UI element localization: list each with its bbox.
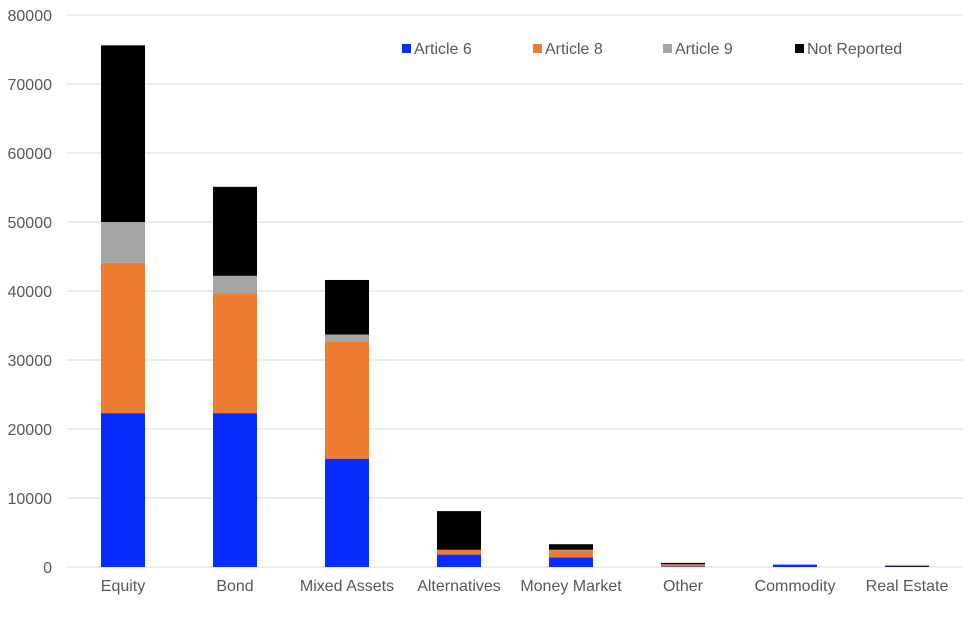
bars	[101, 45, 929, 567]
legend-swatch	[663, 44, 672, 53]
x-category-label: Real Estate	[866, 578, 949, 595]
bar-segment-article-8	[549, 550, 593, 558]
bar-segment-not-reported	[549, 544, 593, 550]
bar-segment-article-6	[213, 413, 257, 567]
bar-segment-article-8	[661, 564, 705, 567]
legend-label: Article 6	[414, 41, 472, 58]
legend-label: Article 8	[545, 41, 603, 58]
y-tick-label: 0	[43, 560, 52, 577]
bar-segment-not-reported	[213, 186, 257, 276]
bar-segment-article-8	[213, 293, 257, 414]
bar-segment-not-reported	[885, 565, 929, 567]
y-tick-label: 10000	[8, 491, 53, 508]
y-tick-label: 60000	[8, 146, 53, 163]
bar-segment-article-6	[773, 564, 817, 567]
bar-segment-article-8	[437, 549, 481, 555]
bar-segment-article-8	[325, 341, 369, 459]
legend: Article 6 Article 8 Article 9 Not Reported	[402, 41, 902, 58]
y-tick-label: 30000	[8, 353, 53, 370]
bar-segment-article-6	[437, 554, 481, 567]
bar-segment-article-6	[101, 413, 145, 567]
bar-segment-not-reported	[101, 45, 145, 222]
x-axis-categories: Equity Bond Mixed Assets Alternatives Money …	[101, 578, 949, 595]
x-category-label: Alternatives	[417, 578, 501, 595]
x-category-label: Money Market	[520, 578, 622, 595]
bar-segment-article-6	[549, 557, 593, 567]
bar-segment-not-reported	[437, 511, 481, 550]
bar-segment-article-9	[325, 334, 369, 342]
legend-swatch	[533, 44, 542, 53]
y-tick-label: 20000	[8, 422, 53, 439]
bar-segment-article-9	[101, 222, 145, 263]
bar-segment-article-8	[101, 262, 145, 414]
bar-segment-not-reported	[661, 562, 705, 565]
bar-segment-article-6	[661, 566, 705, 567]
legend-label: Not Reported	[807, 41, 902, 58]
y-tick-label: 70000	[8, 77, 53, 94]
legend-label: Article 9	[675, 41, 733, 58]
y-tick-label: 80000	[8, 8, 53, 25]
gridlines	[67, 14, 963, 568]
y-tick-label: 50000	[8, 215, 53, 232]
x-category-label: Mixed Assets	[300, 578, 394, 595]
x-category-label: Other	[663, 578, 704, 595]
bar-segment-not-reported	[325, 279, 369, 335]
legend-swatch	[795, 44, 804, 53]
x-category-label: Commodity	[755, 578, 836, 595]
bar-segment-article-9	[213, 275, 257, 294]
legend-swatch	[402, 44, 411, 53]
x-category-label: Bond	[216, 578, 253, 595]
x-category-label: Equity	[101, 578, 145, 595]
y-axis-ticks: 0 10000 20000 30000 40000 50000 60000 70000 8000…	[8, 8, 53, 577]
bar-segment-article-9	[549, 549, 593, 551]
y-tick-label: 40000	[8, 284, 53, 301]
bar-segment-article-6	[325, 458, 369, 567]
